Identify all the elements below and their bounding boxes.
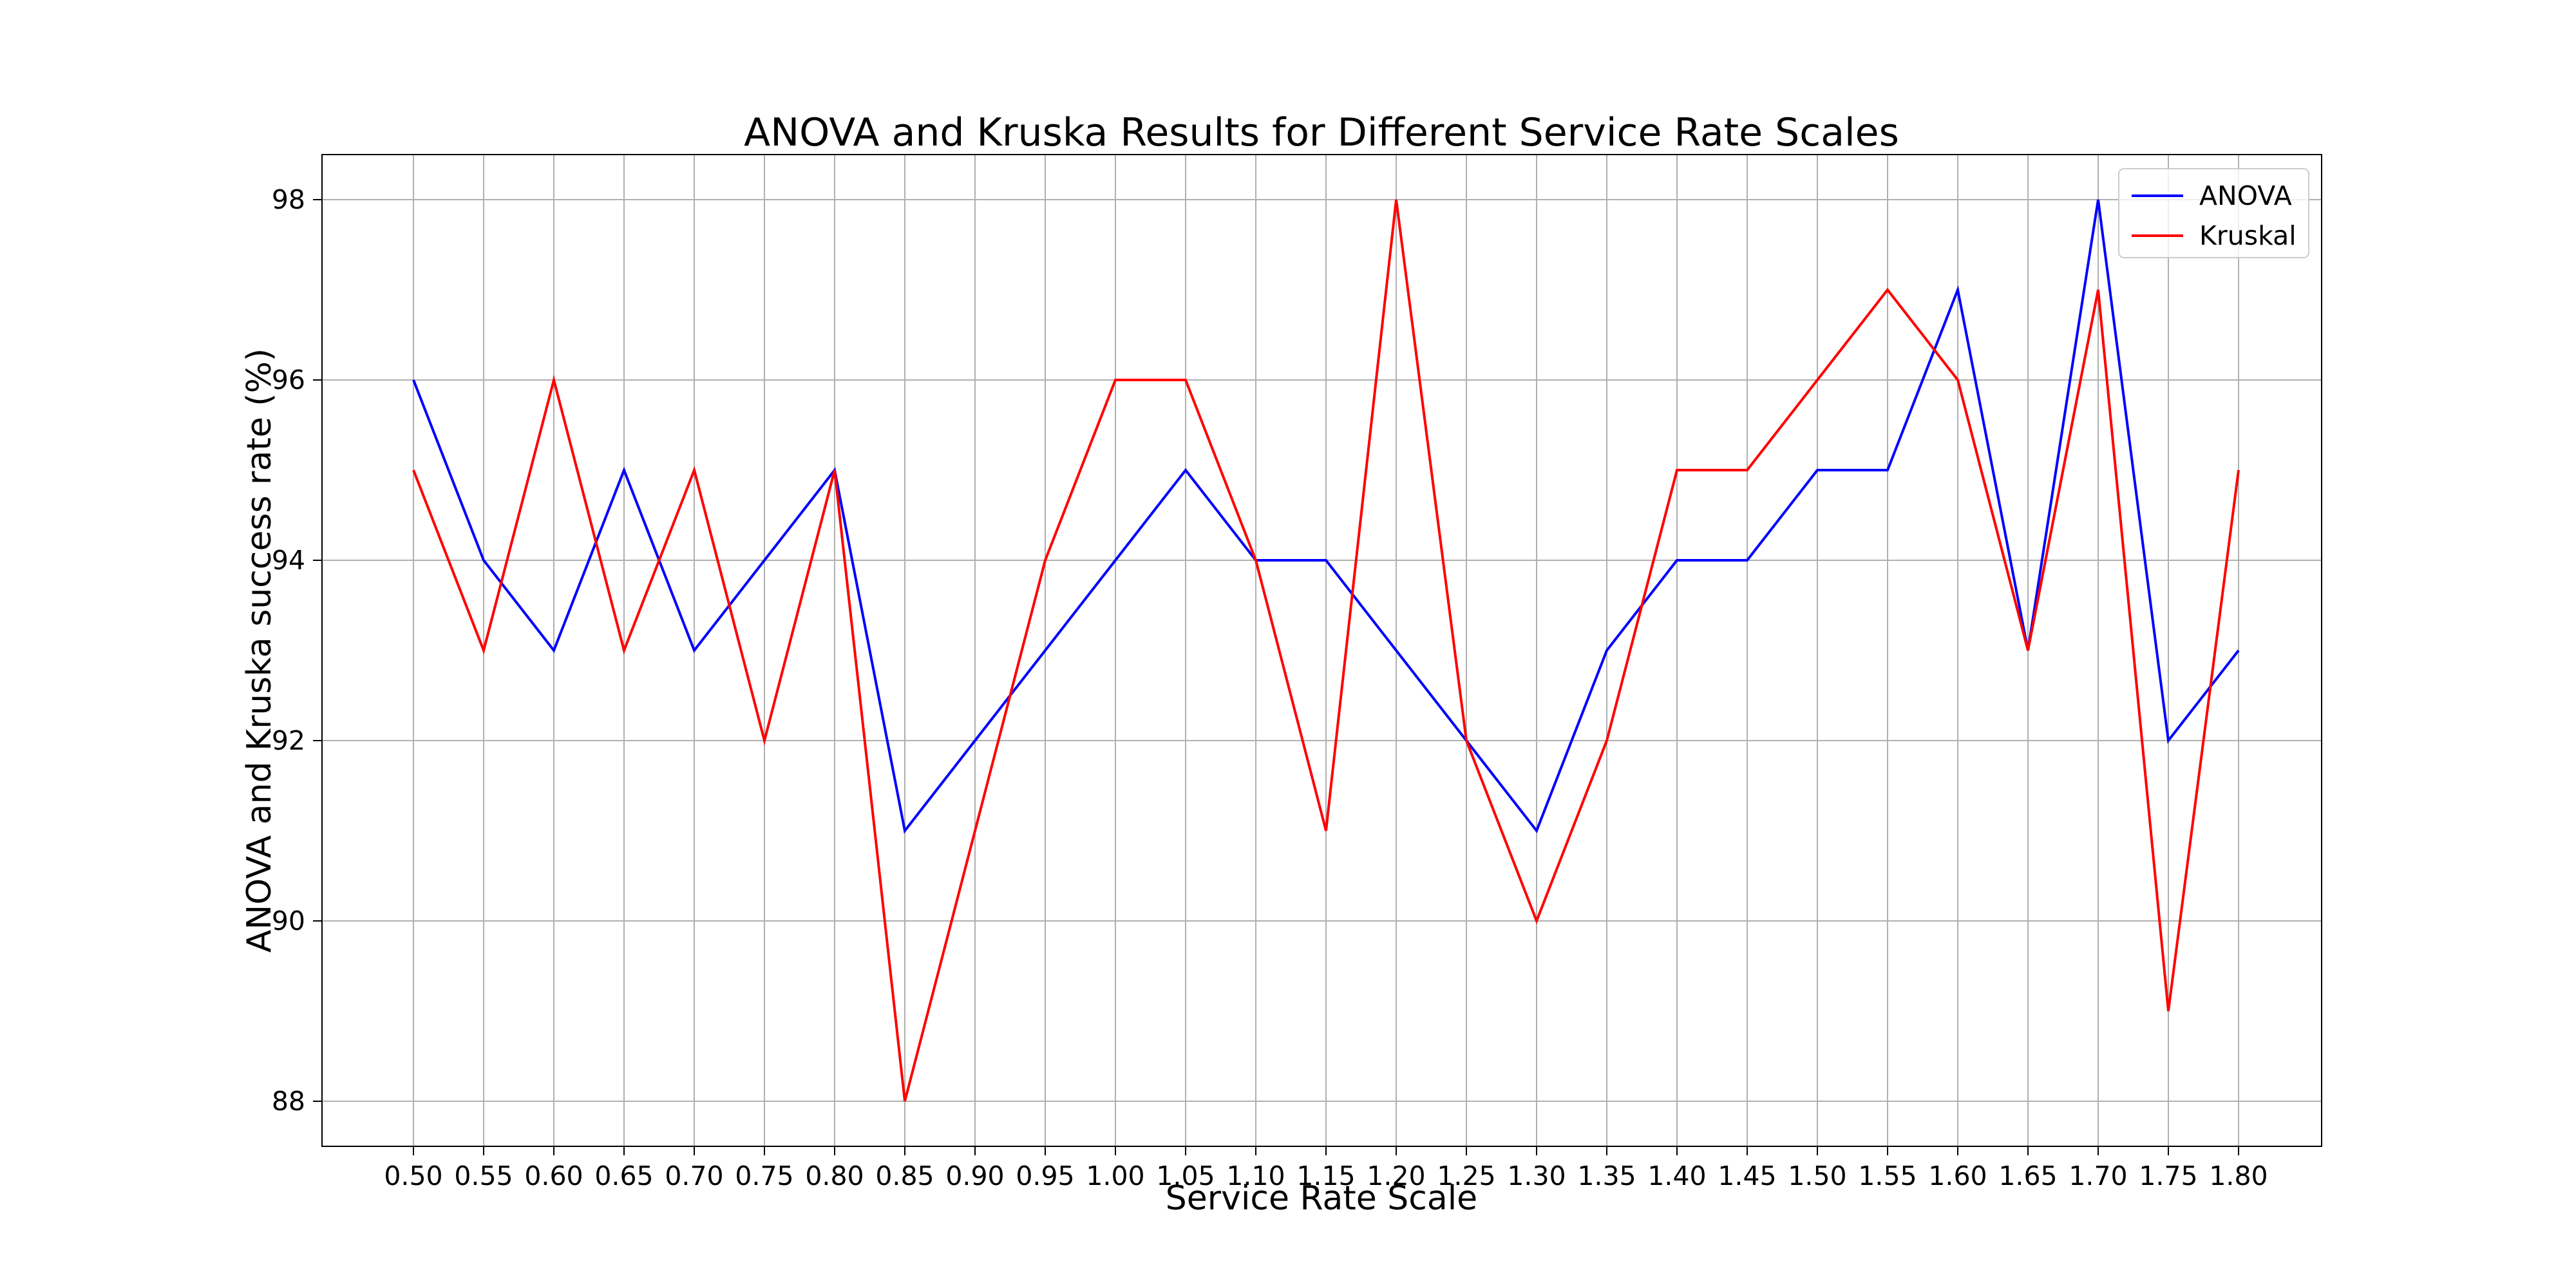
y-tick-label: 98	[272, 184, 305, 215]
x-tick-label: 0.75	[735, 1160, 793, 1191]
y-tick-label: 94	[272, 545, 305, 576]
x-tick-label: 1.75	[2139, 1160, 2197, 1191]
axes-frame	[321, 154, 2322, 1147]
y-tick-label: 96	[272, 365, 305, 395]
y-axis-ticks: 88 90 92 94 96 98	[272, 184, 322, 1117]
x-tick-label: 1.30	[1507, 1160, 1566, 1191]
y-tick-label: 90	[272, 905, 305, 936]
legend-label-anova: ANOVA	[2199, 180, 2292, 211]
x-tick-label: 0.60	[524, 1160, 583, 1191]
x-tick-label: 1.10	[1226, 1160, 1285, 1191]
x-tick-label: 0.80	[805, 1160, 864, 1191]
x-tick-label: 0.55	[454, 1160, 513, 1191]
y-tick-label: 88	[272, 1086, 305, 1117]
x-tick-label: 1.50	[1788, 1160, 1846, 1191]
x-tick-label: 1.45	[1718, 1160, 1776, 1191]
x-tick-label: 1.25	[1437, 1160, 1495, 1191]
x-tick-label: 0.95	[1016, 1160, 1074, 1191]
x-axis-label: Service Rate Scale	[1166, 1179, 1477, 1218]
x-tick-label: 1.70	[2069, 1160, 2127, 1191]
x-tick-label: 1.35	[1577, 1160, 1636, 1191]
x-tick-label: 0.85	[875, 1160, 934, 1191]
x-tick-label: 0.65	[594, 1160, 653, 1191]
legend: ANOVA Kruskal	[2118, 168, 2309, 258]
series-lines	[412, 199, 2240, 1102]
series-line-kruskal	[412, 199, 2240, 1102]
chart-title: ANOVA and Kruska Results for Different S…	[744, 110, 1899, 155]
x-tick-label: 0.90	[945, 1160, 1004, 1191]
y-tick-label: 92	[272, 725, 305, 756]
y-axis-label: ANOVA and Kruska success rate (%)	[240, 348, 279, 952]
x-tick-label: 1.15	[1296, 1160, 1355, 1191]
x-tick-label: 1.80	[2209, 1160, 2268, 1191]
x-tick-label: 1.20	[1367, 1160, 1425, 1191]
x-axis-ticks: 0.50 0.55 0.60 0.65 0.70 0.75 0.80 0.85 0.90 0.95…	[384, 1146, 2268, 1191]
legend-label-kruskal: Kruskal	[2199, 220, 2297, 251]
x-tick-label: 0.70	[665, 1160, 723, 1191]
x-tick-label: 1.00	[1086, 1160, 1144, 1191]
x-tick-label: 1.60	[1928, 1160, 1987, 1191]
x-tick-label: 1.65	[1998, 1160, 2057, 1191]
x-tick-label: 0.50	[384, 1160, 442, 1191]
x-tick-label: 1.05	[1156, 1160, 1215, 1191]
x-tick-label: 1.40	[1647, 1160, 1706, 1191]
x-tick-label: 1.55	[1858, 1160, 1917, 1191]
